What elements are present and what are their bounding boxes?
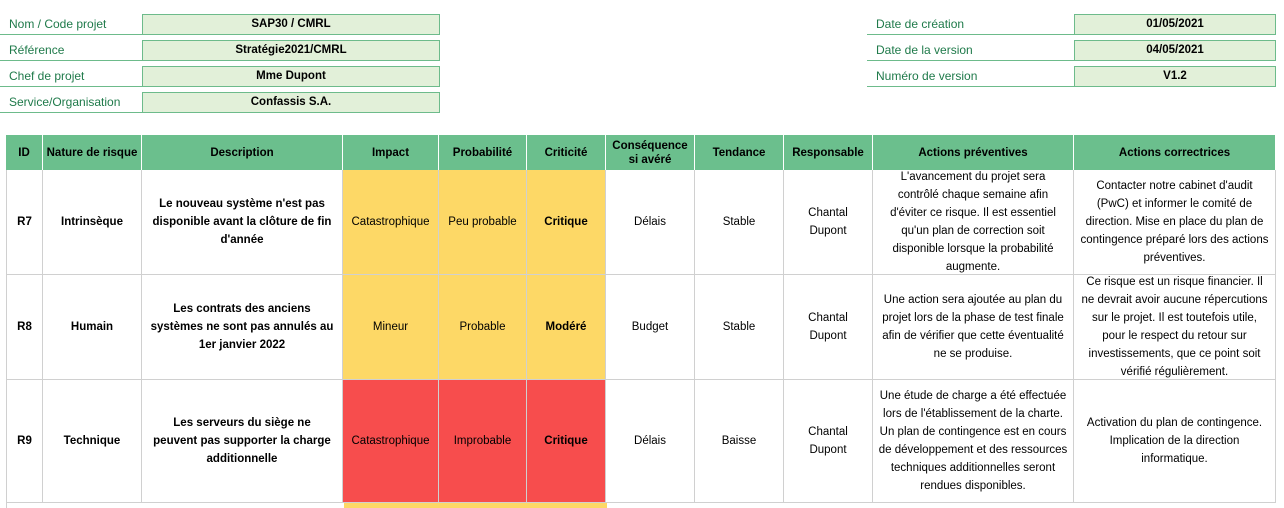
row-r8-preventive[interactable]: Une action sera ajoutée au plan du proje… xyxy=(873,275,1074,380)
label-creation-date: Date de création xyxy=(867,14,1075,35)
row-r9-impact[interactable]: Catastrophique xyxy=(343,380,439,503)
col-header-trend[interactable]: Tendance xyxy=(695,135,784,170)
row-r7-corrective[interactable]: Contacter notre cabinet d'audit (PwC) et… xyxy=(1074,170,1276,275)
next-row-criticity-fill xyxy=(528,503,607,508)
col-header-consequence[interactable]: Conséquence si avéré xyxy=(606,135,695,170)
row-r8-criticity[interactable]: Modéré xyxy=(527,275,606,380)
label-version-number: Numéro de version xyxy=(867,66,1075,87)
row-r8-id[interactable]: R8 xyxy=(6,275,43,380)
col-header-preventive[interactable]: Actions préventives xyxy=(873,135,1074,170)
value-project-name[interactable]: SAP30 / CMRL xyxy=(142,14,440,35)
next-row-partial xyxy=(6,503,1276,508)
row-r8-nature[interactable]: Humain xyxy=(43,275,142,380)
row-r7-preventive[interactable]: L'avancement du projet sera contrôlé cha… xyxy=(873,170,1074,275)
row-r8-impact[interactable]: Mineur xyxy=(343,275,439,380)
row-r9-owner[interactable]: Chantal Dupont xyxy=(784,380,873,503)
row-r7-description[interactable]: Le nouveau système n'est pas disponible … xyxy=(142,170,343,275)
row-r9-description[interactable]: Les serveurs du siège ne peuvent pas sup… xyxy=(142,380,343,503)
col-header-impact[interactable]: Impact xyxy=(343,135,439,170)
value-creation-date[interactable]: 01/05/2021 xyxy=(1074,14,1276,35)
row-r7-criticity[interactable]: Critique xyxy=(527,170,606,275)
value-version-number[interactable]: V1.2 xyxy=(1074,66,1276,87)
row-r8-consequence[interactable]: Budget xyxy=(606,275,695,380)
row-r8-corrective[interactable]: Ce risque est un risque financier. Il ne… xyxy=(1074,275,1276,380)
value-version-date[interactable]: 04/05/2021 xyxy=(1074,40,1276,61)
label-project-manager: Chef de projet xyxy=(0,66,142,87)
row-r8-trend[interactable]: Stable xyxy=(695,275,784,380)
row-r8-owner[interactable]: Chantal Dupont xyxy=(784,275,873,380)
label-organisation: Service/Organisation xyxy=(0,92,142,113)
row-r7-nature[interactable]: Intrinsèque xyxy=(43,170,142,275)
row-r9-criticity[interactable]: Critique xyxy=(527,380,606,503)
label-project-name: Nom / Code projet xyxy=(0,14,142,35)
col-header-nature[interactable]: Nature de risque xyxy=(43,135,142,170)
value-organisation[interactable]: Confassis S.A. xyxy=(142,92,440,113)
row-r7-id[interactable]: R7 xyxy=(6,170,43,275)
row-r9-id[interactable]: R9 xyxy=(6,380,43,503)
row-r9-trend[interactable]: Baisse xyxy=(695,380,784,503)
col-header-probability[interactable]: Probabilité xyxy=(439,135,527,170)
row-r7-owner[interactable]: Chantal Dupont xyxy=(784,170,873,275)
row-r9-consequence[interactable]: Délais xyxy=(606,380,695,503)
row-r7-impact[interactable]: Catastrophique xyxy=(343,170,439,275)
value-project-manager[interactable]: Mme Dupont xyxy=(142,66,440,87)
label-reference: Référence xyxy=(0,40,142,61)
row-r8-description[interactable]: Les contrats des anciens systèmes ne son… xyxy=(142,275,343,380)
row-r7-trend[interactable]: Stable xyxy=(695,170,784,275)
col-header-owner[interactable]: Responsable xyxy=(784,135,873,170)
next-row-impact-fill xyxy=(344,503,440,508)
row-r9-preventive[interactable]: Une étude de charge a été effectuée lors… xyxy=(873,380,1074,503)
col-header-id[interactable]: ID xyxy=(6,135,43,170)
label-version-date: Date de la version xyxy=(867,40,1075,61)
col-header-corrective[interactable]: Actions correctrices xyxy=(1074,135,1276,170)
next-row-probability-fill xyxy=(440,503,528,508)
row-r9-nature[interactable]: Technique xyxy=(43,380,142,503)
col-header-description[interactable]: Description xyxy=(142,135,343,170)
value-reference[interactable]: Stratégie2021/CMRL xyxy=(142,40,440,61)
col-header-criticity[interactable]: Criticité xyxy=(527,135,606,170)
row-r8-probability[interactable]: Probable xyxy=(439,275,527,380)
row-r7-probability[interactable]: Peu probable xyxy=(439,170,527,275)
row-r9-probability[interactable]: Improbable xyxy=(439,380,527,503)
row-r9-corrective[interactable]: Activation du plan de contingence. Impli… xyxy=(1074,380,1276,503)
row-r7-consequence[interactable]: Délais xyxy=(606,170,695,275)
